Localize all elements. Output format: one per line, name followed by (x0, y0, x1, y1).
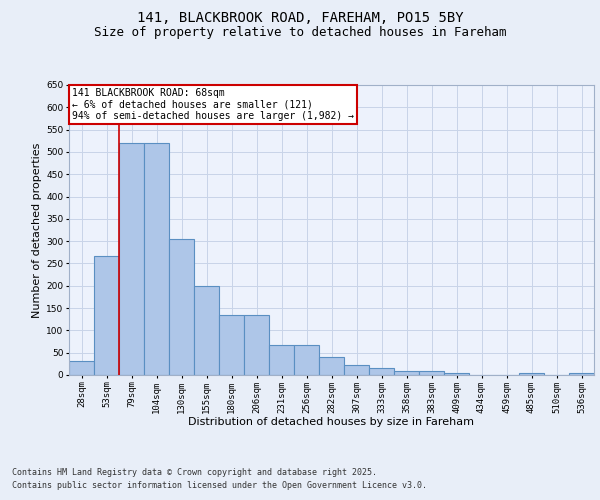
Bar (244, 315, 269, 375)
Bar (119, 144, 144, 375)
Bar (269, 344, 294, 375)
Text: 141, BLACKBROOK ROAD, FAREHAM, PO15 5BY: 141, BLACKBROOK ROAD, FAREHAM, PO15 5BY (137, 10, 463, 24)
Text: 141 BLACKBROOK ROAD: 68sqm
← 6% of detached houses are smaller (121)
94% of semi: 141 BLACKBROOK ROAD: 68sqm ← 6% of detac… (71, 88, 353, 121)
Bar (294, 344, 319, 375)
Y-axis label: Number of detached properties: Number of detached properties (32, 142, 42, 318)
Text: Contains public sector information licensed under the Open Government Licence v3: Contains public sector information licen… (12, 482, 427, 490)
Bar (344, 365, 369, 375)
Text: Contains HM Land Registry data © Crown copyright and database right 2025.: Contains HM Land Registry data © Crown c… (12, 468, 377, 477)
Bar (219, 315, 244, 375)
Bar (569, 373, 594, 375)
X-axis label: Distribution of detached houses by size in Fareham: Distribution of detached houses by size … (188, 417, 475, 427)
Bar (369, 368, 394, 375)
Bar (444, 373, 469, 375)
Bar (169, 239, 194, 375)
Text: Size of property relative to detached houses in Fareham: Size of property relative to detached ho… (94, 26, 506, 39)
Bar (419, 371, 444, 375)
Bar (319, 357, 344, 375)
Bar (69, 360, 94, 375)
Bar (194, 286, 219, 375)
Bar (394, 370, 419, 375)
Bar (519, 373, 544, 375)
Bar (94, 256, 119, 375)
Bar (144, 143, 169, 375)
